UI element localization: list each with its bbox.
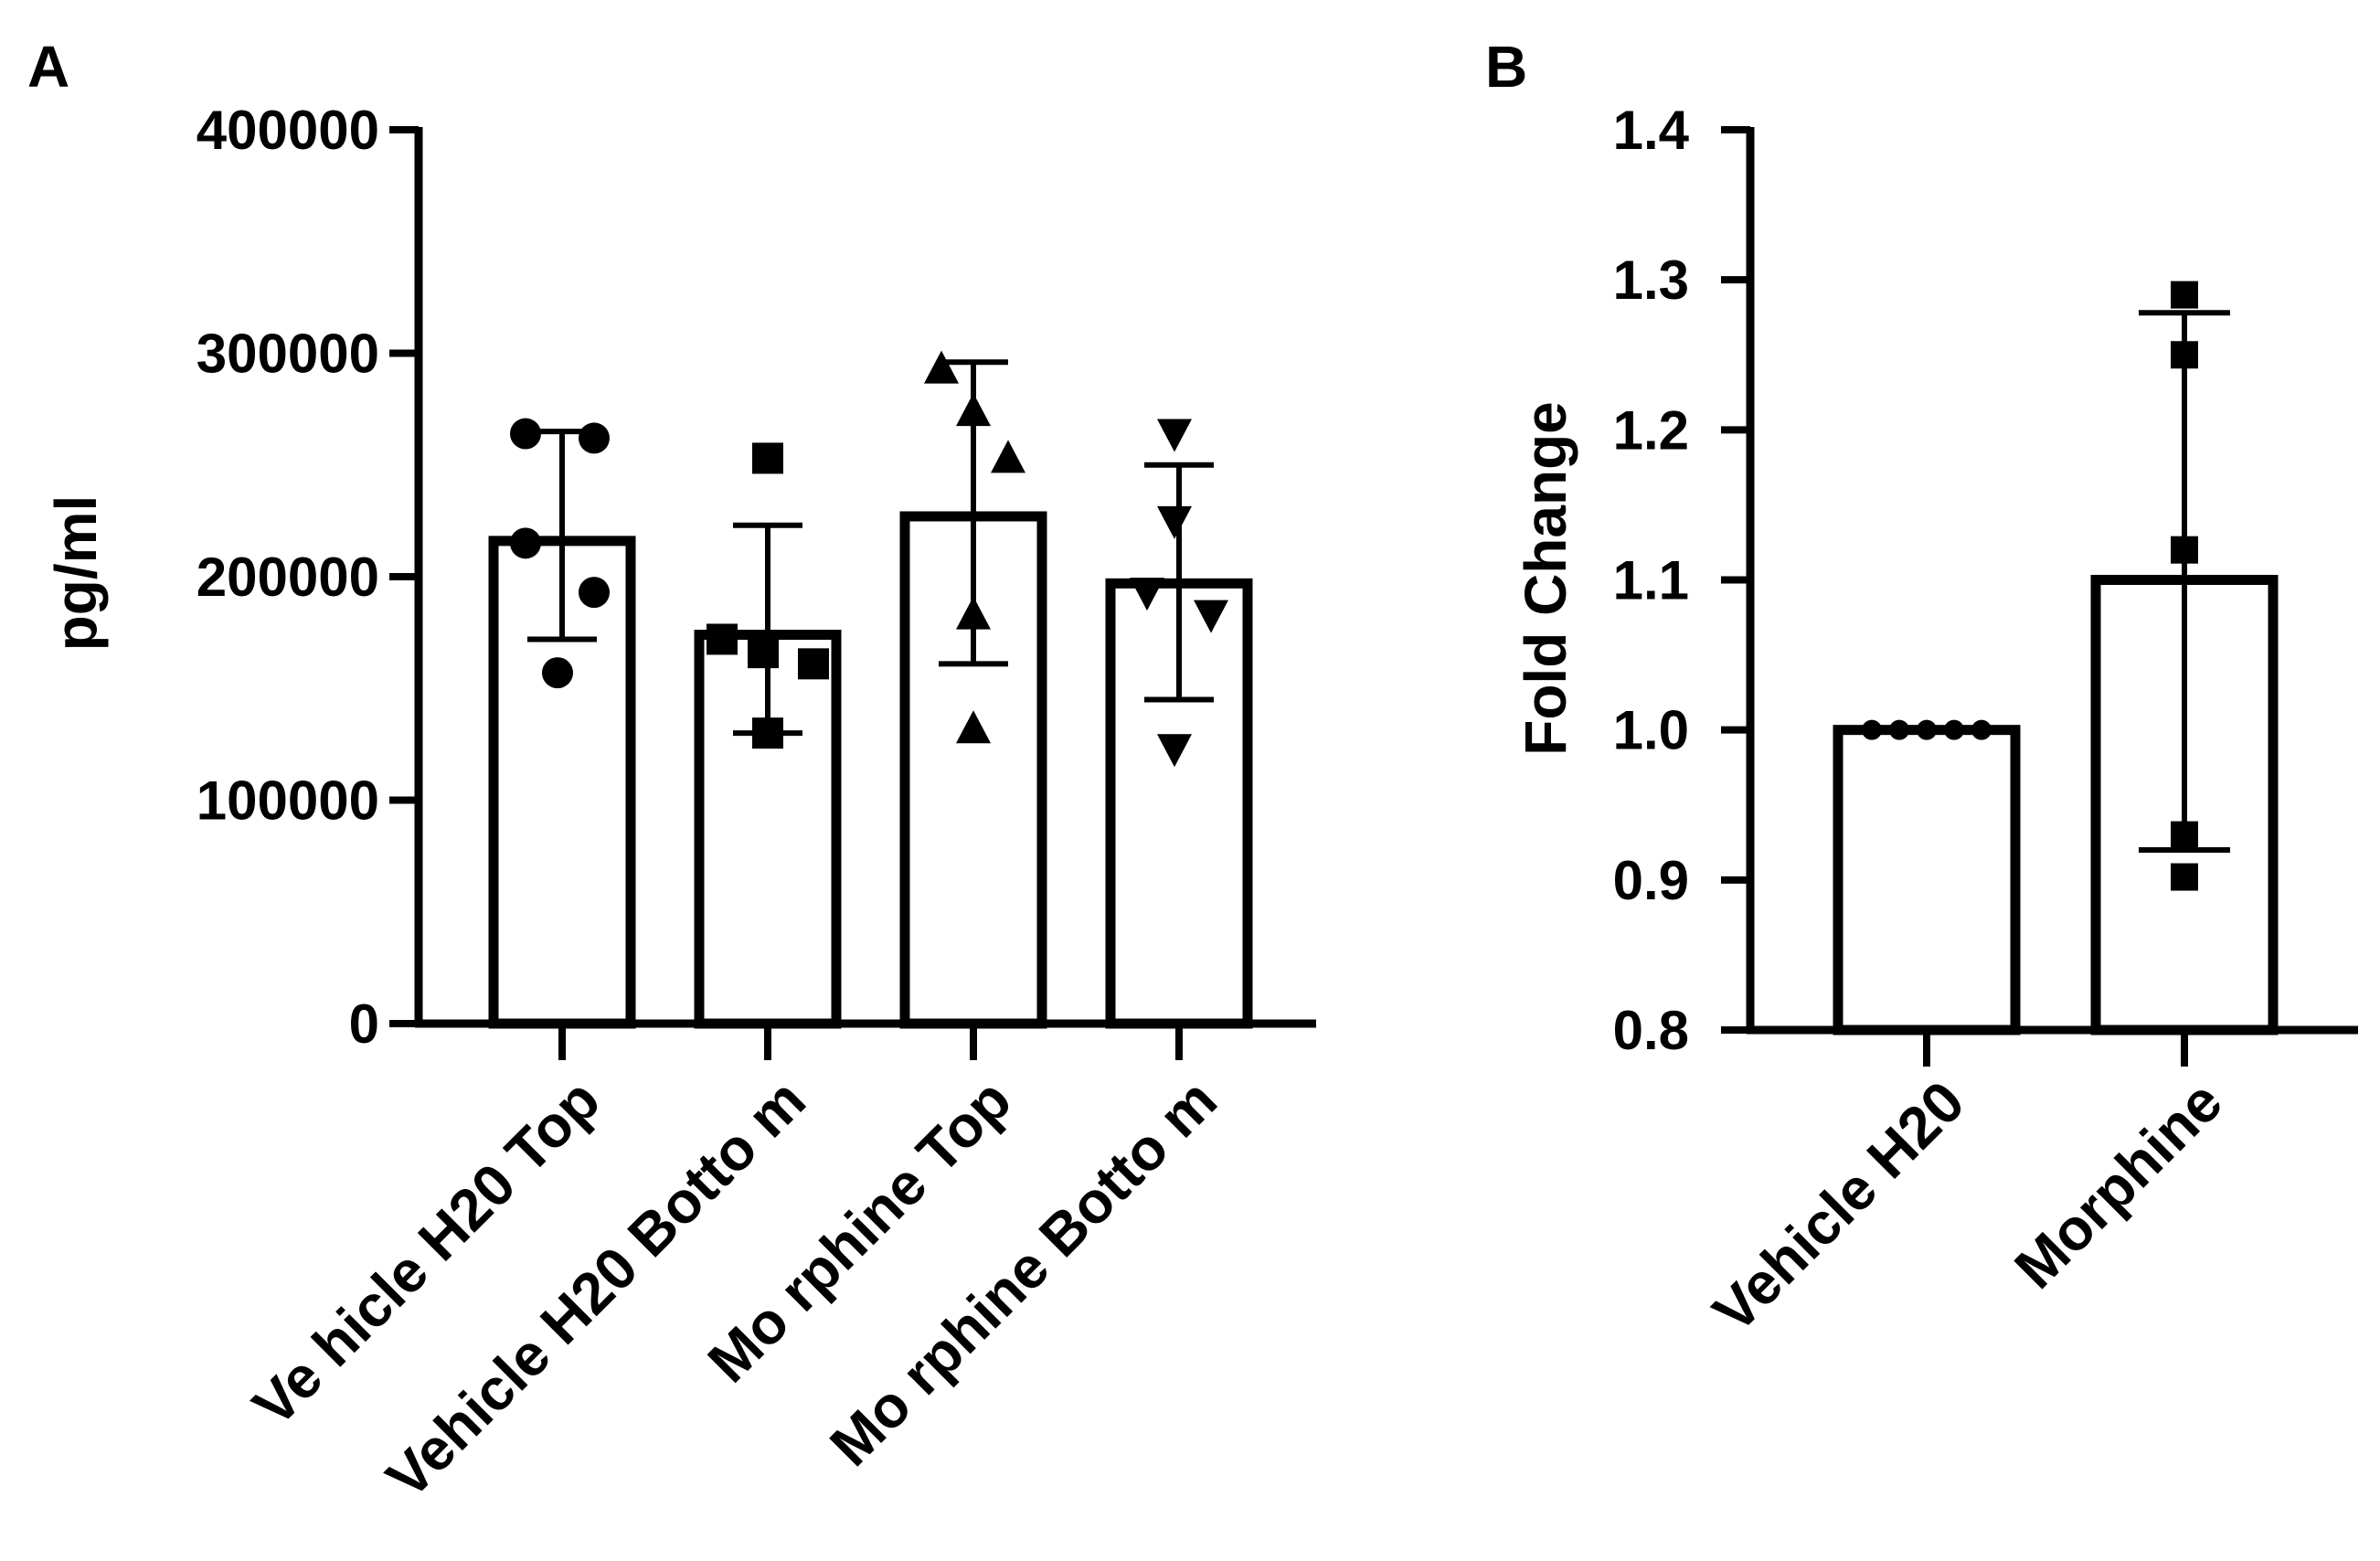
p1-category-label: Morphine (2002, 1068, 2235, 1301)
p0-point-4-4 (1194, 600, 1228, 633)
p1-point-1-2 (1889, 719, 1909, 740)
p0-point-2-5 (752, 717, 783, 749)
p1-point-1-1 (1862, 719, 1882, 740)
panel-a-y-tick-labels: 0 100000 200000 300000 400000 (197, 100, 379, 1055)
p0-point-2-1 (752, 442, 783, 474)
panel-b: B 0.8 0.9 1.0 1.1 1.2 1.3 1.4 Vehicle H20 Morph… (1485, 34, 2358, 1344)
p0-point-1-3 (510, 527, 541, 559)
panel-b-points (1862, 281, 2198, 891)
p1-y-tick-label: 1.1 (1613, 550, 1689, 611)
p0-point-1-5 (542, 657, 573, 689)
p1-point-1-5 (1971, 719, 1992, 740)
p1-bar-1 (1833, 725, 2021, 1035)
p0-point-3-3 (991, 440, 1025, 473)
p0-point-2-2 (707, 623, 738, 655)
panel-b-bars (1833, 575, 2279, 1035)
panel-a-bars (488, 511, 1253, 1029)
p1-point-2-4 (2171, 821, 2198, 849)
p0-point-3-2 (956, 393, 991, 427)
panel-a-y-axis-title: pg/ml (43, 495, 109, 652)
p0-y-tick-label: 300000 (197, 324, 379, 385)
p0-category-label: Ve hicle H20 Top (240, 1067, 612, 1439)
p0-point-4-1 (1157, 419, 1192, 452)
p0-point-2-4 (798, 648, 829, 680)
p1-y-tick-label: 1.0 (1613, 700, 1689, 761)
p1-y-tick-label: 0.9 (1613, 850, 1689, 911)
p1-point-2-3 (2171, 536, 2198, 564)
p1-point-2-2 (2171, 341, 2198, 369)
p0-y-tick-label: 200000 (197, 547, 379, 608)
panel-b-x-tick-labels: Vehicle H20 Morphine (1700, 1068, 2234, 1344)
p0-y-tick-label: 400000 (197, 100, 379, 161)
p0-point-1-4 (579, 577, 610, 609)
p0-y-tick-label: 0 (349, 993, 379, 1055)
p1-category-label: Vehicle H20 (1700, 1068, 1976, 1344)
p1-y-tick-label: 0.8 (1613, 1000, 1689, 1061)
panel-b-error-bars (2139, 310, 2230, 853)
p0-point-3-1 (924, 350, 959, 384)
panel-a-points (510, 350, 1228, 768)
p0-category-label: Mo rphine Botto m (817, 1067, 1229, 1479)
p0-point-4-3 (1130, 578, 1164, 611)
p1-point-1-3 (1917, 719, 1937, 740)
p1-y-tick-label: 1.2 (1613, 399, 1689, 461)
p1-point-2-5 (2171, 863, 2198, 891)
p1-y-tick-label: 1.3 (1613, 250, 1689, 311)
p0-y-tick-label: 100000 (197, 770, 379, 832)
panel-b-label: B (1485, 34, 1527, 100)
p0-category-label: Vehicle H20 Botto m (374, 1067, 818, 1511)
panel-b-y-tick-labels: 0.8 0.9 1.0 1.1 1.2 1.3 1.4 (1613, 100, 1690, 1061)
panel-b-y-axis-title: Fold Change (1513, 401, 1578, 756)
p0-point-4-2 (1157, 505, 1192, 539)
p0-point-2-3 (748, 637, 779, 669)
p0-point-4-5 (1157, 734, 1192, 768)
p1-point-2-1 (2171, 281, 2198, 309)
panel-a-label: A (27, 34, 69, 100)
p1-y-tick-label: 1.4 (1613, 100, 1690, 161)
p0-point-3-4 (956, 596, 991, 630)
p1-point-1-4 (1944, 719, 1964, 740)
p0-point-1-2 (579, 422, 610, 454)
panel-a: A 0 100000 200000 300000 400000 Ve hicle H20… (27, 34, 1316, 1511)
p0-point-3-5 (956, 710, 991, 744)
p0-point-1-1 (510, 418, 541, 450)
